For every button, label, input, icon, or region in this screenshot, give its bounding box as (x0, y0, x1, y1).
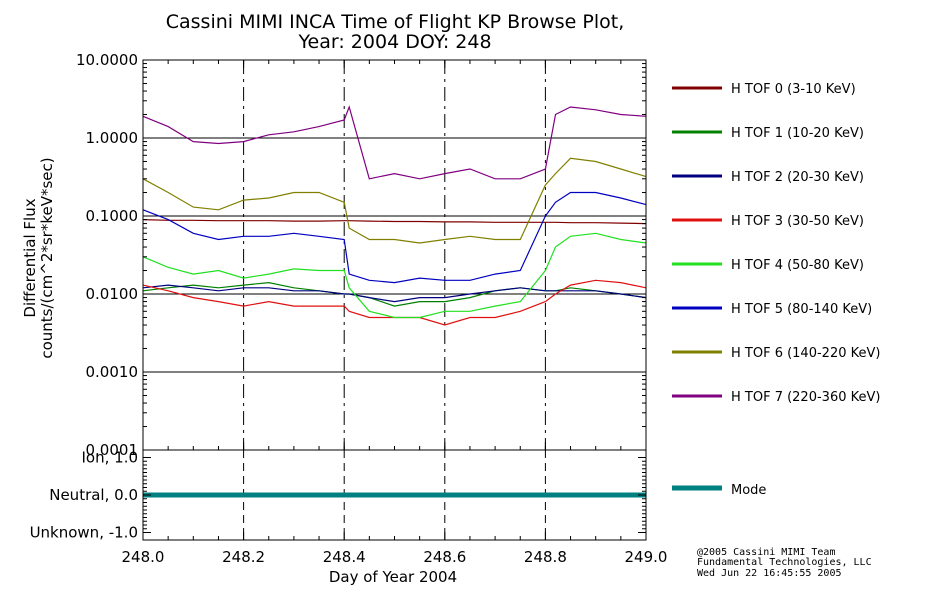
y-tick-label: 1.0000 (86, 129, 139, 147)
x-tick-label: 248.6 (423, 548, 466, 566)
x-tick-label: 249.0 (625, 548, 668, 566)
series-line-tof-3 (142, 279, 647, 326)
x-tick-label: 248.4 (323, 548, 366, 566)
legend-label-tof-0: H TOF 0 (3-10 KeV) (731, 82, 856, 97)
mode-y-tick-label: Ion, 1.0 (82, 449, 139, 467)
legend-label-tof-5: H TOF 5 (80-140 KeV) (731, 302, 872, 317)
x-tick-label: 248.2 (222, 548, 265, 566)
y-tick-label: 10.0000 (76, 51, 138, 69)
y-axis-ticks: 10.0000 1.0000 0.1000 0.0100 0.0010 0.0001 (76, 51, 646, 459)
x-axis-label: Day of Year 2004 (329, 568, 457, 586)
x-tick-label: 248.0 (122, 548, 165, 566)
main-series-lines (142, 105, 647, 326)
chart-subtitle: Year: 2004 DOY: 248 (297, 31, 491, 53)
credit-line-1: @2005 Cassini MIMI Team (697, 547, 835, 558)
legend-label-mode: Mode (731, 483, 766, 498)
legend-label-tof-4: H TOF 4 (50-80 KeV) (731, 258, 864, 273)
legend-label-tof-2: H TOF 2 (20-30 KeV) (731, 170, 864, 185)
series-line-tof-7 (142, 105, 647, 180)
main-plot-frame (142, 59, 647, 451)
mode-y-axis-ticks: Ion, 1.0 Neutral, 0.0 Unknown, -1.0 (30, 449, 646, 542)
series-line-tof-1 (142, 281, 647, 307)
series-line-tof-0 (142, 219, 647, 225)
x-axis-ticks: 248.0 248.2 248.4 248.6 248.8 249.0 (122, 60, 668, 566)
legend-label-tof-3: H TOF 3 (30-50 KeV) (731, 214, 864, 229)
legend: H TOF 0 (3-10 KeV) H TOF 1 (10-20 KeV) H T… (672, 82, 880, 498)
chart-title: Cassini MIMI INCA Time of Flight KP Brow… (166, 11, 625, 33)
series-line-tof-4 (142, 232, 647, 319)
y-tick-label: 0.0001 (86, 441, 139, 459)
series-line-tof-6 (142, 157, 647, 244)
legend-label-tof-1: H TOF 1 (10-20 KeV) (731, 126, 864, 141)
credit-line-2: Fundamental Technologies, LLC (697, 557, 872, 568)
y-tick-label: 0.0010 (86, 363, 139, 381)
mode-y-tick-label: Unknown, -1.0 (30, 524, 138, 542)
legend-label-tof-6: H TOF 6 (140-220 KeV) (731, 346, 880, 361)
x-tick-label: 248.8 (524, 548, 567, 566)
y-tick-label: 0.1000 (86, 207, 139, 225)
series-line-tof-5 (142, 191, 647, 284)
main-gridlines (143, 60, 646, 450)
y-tick-label: 0.0100 (86, 285, 139, 303)
mode-y-tick-label: Neutral, 0.0 (49, 486, 138, 504)
y-axis-label: Differential Flux (21, 198, 39, 317)
legend-label-tof-7: H TOF 7 (220-360 KeV) (731, 390, 880, 405)
y-axis-units: counts/(cm^2*sr*keV*sec) (38, 157, 56, 358)
credit-line-3: Wed Jun 22 16:45:55 2005 (697, 568, 842, 579)
